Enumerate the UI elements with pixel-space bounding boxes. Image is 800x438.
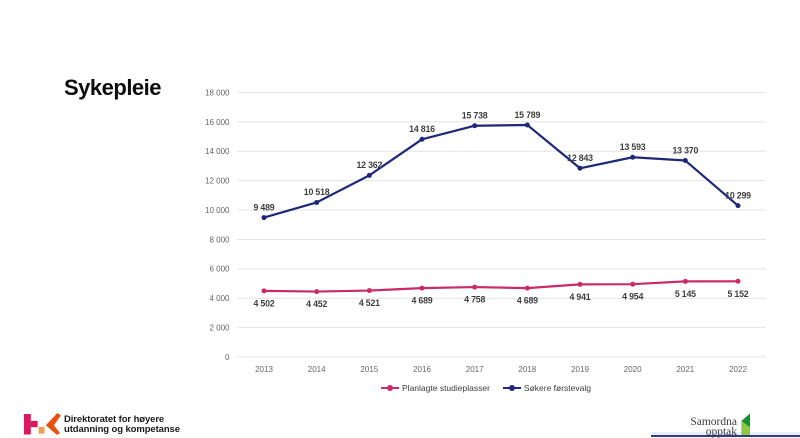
svg-text:2 000: 2 000: [209, 324, 230, 333]
svg-text:4 452: 4 452: [306, 299, 327, 309]
samordna-flag-icon: [740, 413, 750, 435]
svg-text:2016: 2016: [413, 365, 431, 374]
samordna-logo-text-line2: opptak: [705, 425, 737, 438]
svg-text:6 000: 6 000: [209, 265, 230, 274]
svg-text:4 502: 4 502: [253, 298, 274, 308]
svg-text:4 941: 4 941: [569, 292, 590, 302]
svg-text:15 738: 15 738: [462, 111, 488, 121]
legend-label: Planlagte studieplasser: [402, 383, 490, 393]
svg-text:9 489: 9 489: [253, 202, 274, 212]
samordna-flag-light: [740, 421, 750, 435]
svg-text:14 000: 14 000: [205, 147, 230, 156]
legend-label: Søkere førstevalg: [523, 383, 591, 393]
hkdir-logo-text: Direktoratet for høyere utdanning og kom…: [64, 413, 180, 436]
hkdir-logo-orange-square: [38, 426, 45, 434]
svg-text:4 689: 4 689: [517, 296, 538, 306]
footer-rule: [651, 435, 800, 437]
svg-text:10 299: 10 299: [725, 190, 751, 200]
page-title: Sykepleie: [64, 75, 162, 101]
svg-text:2015: 2015: [360, 365, 378, 374]
svg-text:2021: 2021: [676, 365, 694, 374]
svg-text:13 370: 13 370: [672, 145, 698, 155]
chart-legend: Planlagte studieplasser Søkere førstevalg: [206, 382, 766, 395]
svg-text:4 954: 4 954: [622, 292, 643, 302]
samordna-logo-text-line1: Samordna: [690, 415, 737, 428]
svg-text:12 843: 12 843: [567, 153, 593, 163]
svg-text:8 000: 8 000: [209, 235, 230, 244]
legend-item-sokere-forstevalg[interactable]: Søkere førstevalg: [502, 383, 591, 393]
footer-band: [651, 431, 800, 436]
hkdir-logo: Direktoratet for høyere utdanning og kom…: [23, 412, 180, 436]
hkdir-logo-text-line2: utdanning og kompetanse: [64, 424, 180, 436]
svg-text:2020: 2020: [624, 365, 642, 374]
svg-text:10 000: 10 000: [205, 206, 230, 215]
svg-text:14 816: 14 816: [409, 124, 435, 134]
svg-text:2018: 2018: [518, 365, 536, 374]
svg-text:12 000: 12 000: [205, 177, 230, 186]
hkdir-logo-pink-arm: [30, 420, 38, 428]
hkdir-logo-pink-bar: [23, 414, 31, 435]
svg-text:12 362: 12 362: [356, 160, 382, 170]
samordna-flag-dark: [740, 413, 750, 428]
svg-text:5 152: 5 152: [727, 289, 748, 299]
svg-text:4 689: 4 689: [411, 296, 432, 306]
samordna-opptak-logo: Samordna opptak: [640, 411, 752, 437]
hkdir-logo-orange-chevron: [45, 413, 61, 435]
svg-text:2022: 2022: [729, 365, 747, 374]
svg-text:15 789: 15 789: [514, 110, 540, 120]
legend-line-dot-marker: [502, 385, 521, 392]
svg-text:10 518: 10 518: [304, 187, 330, 197]
svg-text:4 521: 4 521: [359, 298, 380, 308]
legend-item-planlagte-studieplasser[interactable]: Planlagte studieplasser: [381, 383, 490, 393]
svg-text:18 000: 18 000: [205, 88, 230, 97]
hkdir-logo-icon: [23, 413, 61, 435]
legend-line-dot-marker: [381, 385, 400, 392]
svg-text:13 593: 13 593: [620, 142, 646, 152]
svg-text:4 758: 4 758: [464, 295, 485, 305]
samordna-opptak-logo-text: Samordna opptak: [690, 415, 737, 438]
svg-text:2013: 2013: [255, 365, 273, 374]
svg-text:4 000: 4 000: [209, 294, 230, 303]
svg-text:2017: 2017: [466, 365, 484, 374]
svg-text:0: 0: [225, 353, 230, 362]
svg-text:2014: 2014: [308, 365, 326, 374]
hkdir-logo-text-line1: Direktoratet for høyere: [64, 413, 165, 425]
svg-text:16 000: 16 000: [205, 118, 230, 127]
svg-text:2019: 2019: [571, 365, 589, 374]
svg-text:5 145: 5 145: [675, 289, 696, 299]
